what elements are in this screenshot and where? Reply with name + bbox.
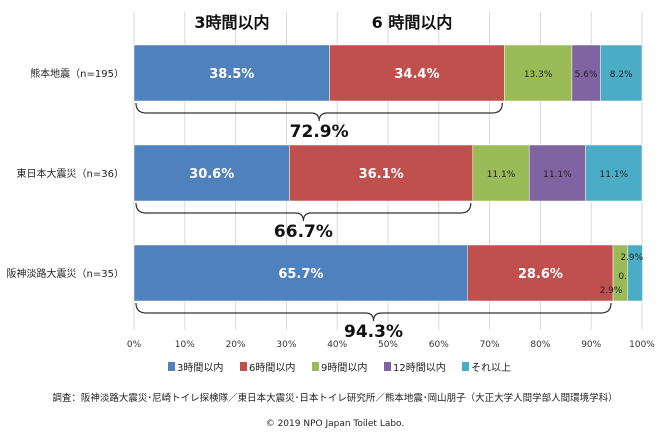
header-3h: 3時間以内: [194, 13, 269, 32]
legend-swatch: [240, 362, 247, 371]
header-6h: 6 時間以内: [372, 13, 453, 32]
bar-segment: [627, 244, 643, 302]
legend-label: 12時間以内: [393, 361, 446, 374]
category-label: 熊本地震（n=195）: [30, 67, 124, 80]
x-tick-label: 30%: [276, 340, 296, 350]
x-tick-label: 20%: [226, 340, 246, 350]
data-label: 36.1%: [359, 167, 404, 182]
data-label: 28.6%: [518, 267, 563, 282]
bar-segment: [329, 44, 505, 102]
legend-label: 9時間以内: [321, 361, 367, 374]
cumulative-label: 72.9%: [290, 122, 349, 142]
legend-swatch: [384, 362, 391, 371]
bar-segment: [504, 44, 573, 102]
bar-segment: [289, 144, 474, 202]
x-tick-label: 60%: [429, 340, 449, 350]
data-label: 65.7%: [278, 267, 323, 282]
bar-segment: [571, 44, 601, 102]
x-tick-label: 0%: [127, 340, 142, 350]
data-label: 5.6%: [575, 70, 598, 80]
x-tick-label: 50%: [378, 340, 398, 350]
data-label: 13.3%: [524, 70, 553, 80]
data-label: 34.4%: [394, 67, 439, 82]
cumulative-label: 66.7%: [274, 222, 333, 242]
source-note: 調査：阪神淡路大震災･尼崎トイレ探検隊／東日本大震災･日本トイレ研究所／熊本地震…: [52, 392, 617, 404]
category-label: 東日本大震災（n=36）: [17, 167, 124, 180]
legend-label: 3時間以内: [177, 361, 223, 374]
category-label: 阪神淡路大震災（n=35）: [7, 267, 124, 280]
bar-segment: [467, 244, 614, 302]
data-label: 38.5%: [209, 67, 254, 82]
data-label: 2.9%: [600, 286, 623, 296]
bracket: [135, 302, 612, 322]
x-tick-label: 100%: [629, 340, 655, 350]
data-label: 2.9%: [620, 253, 643, 263]
legend-label: 6時間以内: [249, 361, 295, 374]
x-tick-label: 10%: [175, 340, 195, 350]
legend-swatch: [462, 362, 469, 371]
x-tick-label: 80%: [530, 340, 550, 350]
copyright: © 2019 NPO Japan Toilet Labo.: [266, 419, 405, 429]
bar-segment: [133, 244, 469, 302]
bar-segment: [528, 144, 586, 202]
bar-segment: [133, 44, 330, 102]
bar-segment: [585, 144, 643, 202]
x-tick-label: 40%: [327, 340, 347, 350]
x-tick-label: 90%: [581, 340, 601, 350]
data-label: 11.1%: [543, 170, 572, 180]
data-label: 30.6%: [189, 167, 234, 182]
bar-segment: [133, 144, 290, 202]
legend-swatch: [168, 362, 175, 371]
legend-label: それ以上: [471, 362, 511, 374]
legend-swatch: [312, 362, 319, 371]
bracket: [135, 102, 503, 122]
bar-segment: [600, 44, 643, 102]
bracket: [135, 202, 472, 222]
data-label: 8.2%: [610, 70, 633, 80]
bar-segment: [472, 144, 530, 202]
data-label: 11.1%: [600, 170, 629, 180]
data-label: 11.1%: [487, 170, 516, 180]
x-tick-label: 70%: [480, 340, 500, 350]
cumulative-label: 94.3%: [344, 322, 403, 342]
